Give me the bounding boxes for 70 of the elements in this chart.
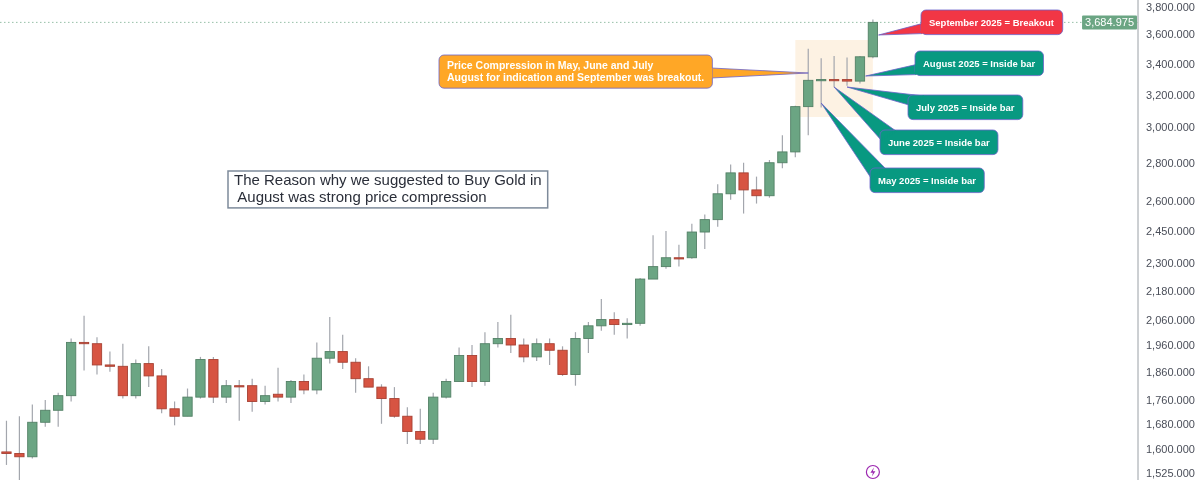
ref-line-label: 3,684.975	[1085, 16, 1134, 29]
y-tick-label: 2,600.000	[1146, 194, 1195, 207]
y-tick-label: 2,180.000	[1146, 284, 1195, 297]
candlestick	[324, 316, 335, 365]
candlestick	[260, 385, 271, 405]
candlestick	[78, 315, 90, 371]
candlestick	[350, 357, 361, 394]
candlestick	[660, 230, 672, 270]
annotation: Price Compression in May, June and July August for indication and September was breakout.	[447, 59, 705, 84]
candlestick	[647, 234, 659, 280]
candlestick	[40, 399, 51, 428]
y-tick-label: 1,960.000	[1146, 339, 1195, 352]
candlestick	[53, 392, 64, 428]
y-tick-label: 2,800.000	[1146, 156, 1195, 169]
candlestick	[182, 387, 193, 417]
candlestick	[363, 365, 374, 388]
y-tick-label: 1,760.000	[1146, 394, 1195, 407]
y-tick-label: 2,300.000	[1146, 257, 1195, 270]
candlestick	[777, 134, 788, 169]
candlestick	[247, 378, 258, 413]
annotation: September 2025 = Breakout	[929, 16, 1055, 28]
candlestick	[751, 176, 762, 205]
candlestick	[389, 386, 400, 419]
candlestick	[622, 317, 633, 340]
y-tick-label: 2,450.000	[1146, 224, 1195, 237]
y-tick-label: 1,860.000	[1146, 365, 1195, 378]
candlestick	[104, 350, 116, 373]
candlestick	[337, 334, 348, 370]
candlestick	[1, 420, 12, 466]
y-tick-label: 3,400.000	[1146, 57, 1195, 70]
candlestick	[725, 163, 736, 201]
candlestick	[376, 383, 387, 425]
candlestick	[596, 298, 607, 332]
y-tick-label: 3,800.000	[1146, 0, 1195, 13]
y-tick-label: 3,200.000	[1146, 88, 1195, 101]
candlestick	[234, 379, 245, 422]
y-tick-label: 1,600.000	[1146, 442, 1195, 455]
candlestick	[673, 244, 685, 268]
candlestick	[441, 378, 452, 400]
candlestick	[583, 321, 594, 354]
candlestick	[531, 337, 542, 362]
y-tick-label: 2,060.000	[1146, 313, 1195, 326]
y-tick-label: 1,680.000	[1146, 417, 1195, 430]
y-tick-label: 3,000.000	[1146, 121, 1195, 134]
candlestick	[298, 373, 309, 395]
candlestick	[505, 314, 516, 354]
candlestick	[221, 379, 232, 404]
candlestick	[285, 379, 297, 404]
candlestick	[272, 367, 284, 403]
candlestick	[518, 337, 529, 363]
candlestick	[829, 55, 840, 88]
candlestick	[402, 406, 413, 445]
candlestick	[544, 337, 555, 366]
candlestick	[143, 345, 154, 388]
candlestick	[14, 415, 25, 480]
annotation: July 2025 = Inside bar	[916, 101, 1015, 113]
y-tick-label: 3,600.000	[1146, 28, 1195, 41]
candlestick	[91, 336, 103, 376]
annotation: August 2025 = Inside bar	[923, 57, 1036, 69]
candlestick	[492, 321, 503, 349]
candlestick	[609, 311, 620, 336]
annotation: May 2025 = Inside bar	[878, 174, 977, 186]
candlestick	[699, 213, 710, 250]
candlestick	[169, 400, 180, 426]
candlestick	[415, 408, 426, 445]
candlestick	[738, 162, 749, 215]
y-tick-label: 1,525.000	[1146, 467, 1195, 480]
candlestick	[841, 56, 853, 87]
candlestick	[816, 57, 827, 109]
annotation: June 2025 = Inside bar	[888, 136, 990, 148]
